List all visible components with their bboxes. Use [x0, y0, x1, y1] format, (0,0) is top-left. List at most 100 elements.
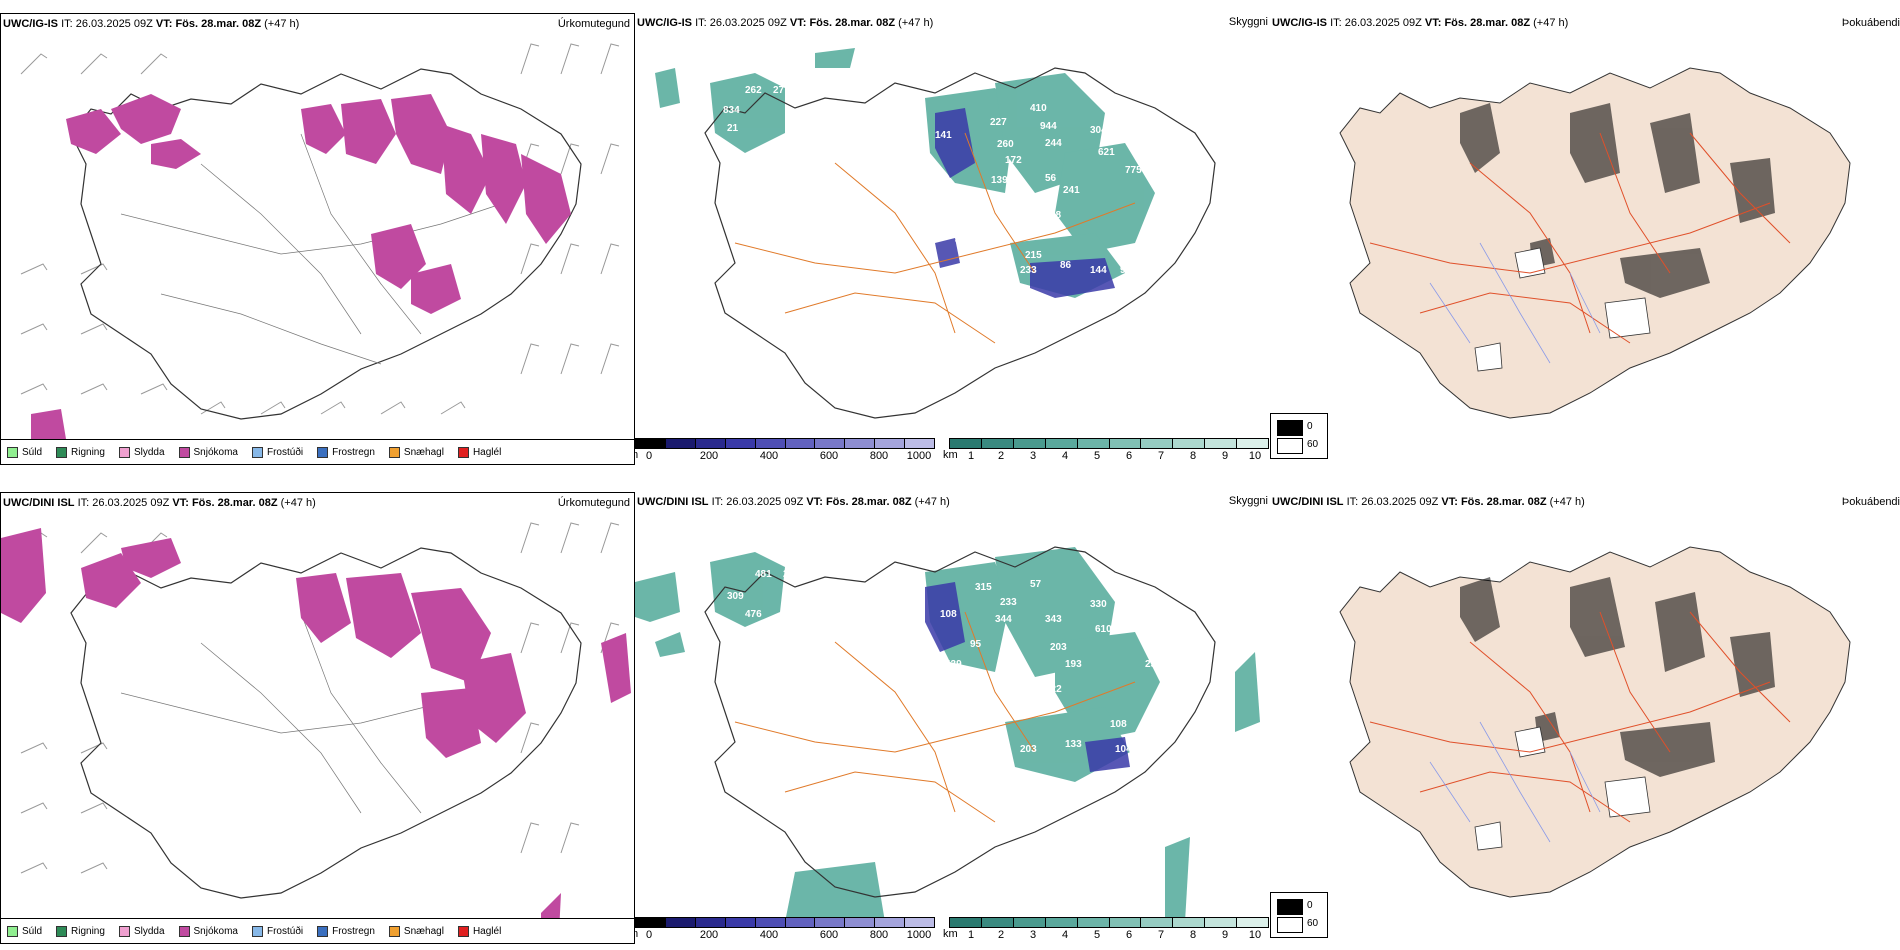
cloud-label: 203 [1020, 744, 1037, 755]
cloud-label: 227 [990, 117, 1007, 128]
visibility-map: 834 262 27 21 333 141 227 410 944 304 26… [655, 48, 1216, 419]
cloud-label: 188 [1140, 624, 1157, 635]
fog-index-panel-row2: UWC/DINI ISL IT: 26.03.2025 09Z VT: Fös.… [1270, 492, 1900, 944]
cloud-label: 98 [1050, 210, 1062, 221]
visibility-m-colorbar: m 0 200 400 600 800 1000 [635, 917, 935, 942]
tick: 7 [1157, 929, 1165, 941]
iceland-outline [70, 68, 582, 420]
cloud-label: 343 [1045, 614, 1062, 625]
glacier-holes [1474, 247, 1651, 372]
cloud-label: 172 [1005, 155, 1022, 166]
cloud-label: 330 [1090, 599, 1107, 610]
legend-freezing-rain: Frostregn [317, 925, 375, 937]
panel-header: UWC/IG-IS IT: 26.03.2025 09Z VT: Fös. 28… [1272, 17, 1569, 29]
tick: 1 [967, 450, 975, 462]
legend-snow: Snjókoma [178, 446, 238, 458]
tick: 4 [1061, 929, 1069, 941]
visibility-value-labels: 481 215 309 476 315 233 57 343 330 108 3… [727, 569, 1202, 755]
rivers [1429, 242, 1601, 364]
tick: 4 [1061, 450, 1069, 462]
cloud-label: 95 [970, 639, 982, 650]
tick: 0 [645, 929, 653, 941]
cloud-label: 344 [995, 614, 1012, 625]
tick: 10 [1248, 929, 1262, 941]
cloud-label: 775 [1125, 165, 1142, 176]
cloud-label: 410 [1030, 103, 1047, 114]
iceland-land [1339, 546, 1851, 898]
cloud-label: 49 [955, 235, 967, 246]
cloud-label: 233 [1000, 597, 1017, 608]
panel-header: UWC/IG-IS IT: 26.03.2025 09Z VT: Fös. 28… [637, 17, 934, 29]
cloud-label: 277 [1165, 674, 1182, 685]
visibility-panel-row2: UWC/DINI ISL IT: 26.03.2025 09Z VT: Fös.… [635, 492, 1270, 944]
fog-legend-label: 60 [1307, 439, 1319, 450]
tick: 600 [819, 450, 839, 462]
cloud-label: 244 [1045, 138, 1062, 149]
tick: 800 [869, 450, 889, 462]
road-network [1369, 132, 1791, 344]
precip-type-panel-row2: UWC/DINI ISL IT: 26.03.2025 09Z VT: Fös.… [0, 492, 635, 944]
legend-hail: Haglél [457, 925, 501, 937]
fog-legend-label: 60 [1307, 918, 1319, 929]
legend-snow: Snjókoma [178, 925, 238, 937]
colorbar-unit: m [635, 928, 638, 940]
visibility-km-colorbar: km 1 2 3 4 5 6 7 8 9 10 [943, 917, 1269, 942]
panel-title: Skyggni [1228, 495, 1268, 507]
tick: 9 [1221, 929, 1229, 941]
cloud-label: 260 [997, 139, 1014, 150]
cloud-label: 108 [940, 609, 957, 620]
fog-legend: 0 60 [1270, 413, 1328, 459]
visibility-value-labels: 834 262 27 21 333 141 227 410 944 304 26… [723, 85, 1202, 276]
tick: 600 [819, 929, 839, 941]
cloud-label: 193 [1065, 659, 1082, 670]
precip-legend: Súld Rigning Slydda Snjókoma Frostúði Fr… [1, 439, 634, 464]
fog-index-map [1339, 546, 1851, 898]
cloud-label: 621 [1098, 147, 1115, 158]
cloud-label: 309 [727, 591, 744, 602]
iceland-outline [70, 547, 582, 899]
glacier-holes [1474, 726, 1651, 851]
iceland-outline [704, 546, 1216, 898]
cloud-label: 139 [991, 175, 1008, 186]
panel-title: Úrkomutegund [557, 18, 630, 30]
panel-header: UWC/DINI ISL IT: 26.03.2025 09Z VT: Fös.… [637, 496, 950, 508]
cloud-label: 944 [1040, 121, 1057, 132]
cloud-label: 86 [1060, 260, 1072, 271]
cloud-label: 215 [783, 569, 800, 580]
wind-barbs [20, 43, 620, 415]
cloud-label: 104 [1115, 744, 1132, 755]
legend-freezing-rain: Frostregn [317, 446, 375, 458]
precip-type-panel-row1: UWC/IG-IS IT: 26.03.2025 09Z VT: Fös. 28… [0, 13, 635, 465]
cloud-label: 144 [1090, 265, 1107, 276]
cloud-label: 834 [723, 105, 740, 116]
legend-drizzle: Súld [7, 925, 42, 937]
panel-header: UWC/DINI ISL IT: 26.03.2025 09Z VT: Fös.… [3, 497, 316, 509]
tick: 9 [1221, 450, 1229, 462]
cloud-label: 202 [1185, 185, 1202, 196]
tick: 8 [1189, 450, 1197, 462]
precip-legend: Súld Rigning Slydda Snjókoma Frostúði Fr… [1, 918, 634, 943]
cloud-label: 481 [755, 569, 772, 580]
road-network [734, 132, 1136, 344]
panel-header: UWC/DINI ISL IT: 26.03.2025 09Z VT: Fös.… [1272, 496, 1585, 508]
fog-shading [1460, 577, 1775, 777]
visibility-m-colorbar: m 0 200 400 600 800 1000 [635, 438, 935, 463]
cloud-label: 315 [975, 582, 992, 593]
tick: 1000 [906, 929, 932, 941]
colorbar-unit: m [635, 449, 638, 461]
tick: 400 [759, 929, 779, 941]
visibility-panel-row1: UWC/IG-IS IT: 26.03.2025 09Z VT: Fös. 28… [635, 13, 1270, 465]
panel-header: UWC/IG-IS IT: 26.03.2025 09Z VT: Fös. 28… [3, 18, 300, 30]
road-network [120, 133, 502, 365]
snowfall-areas [31, 94, 571, 439]
cloud-label: 304 [1090, 125, 1107, 136]
cloud-label: 257 [1145, 659, 1162, 670]
cloud-label: 476 [745, 609, 762, 620]
rivers [1429, 721, 1601, 843]
cloud-label: 241 [1063, 185, 1080, 196]
legend-sleet: Slydda [118, 925, 165, 937]
tick: 200 [699, 929, 719, 941]
tick: 3 [1029, 450, 1037, 462]
cloud-label: 105 [1150, 729, 1167, 740]
cloud-label: 400 [1183, 165, 1200, 176]
